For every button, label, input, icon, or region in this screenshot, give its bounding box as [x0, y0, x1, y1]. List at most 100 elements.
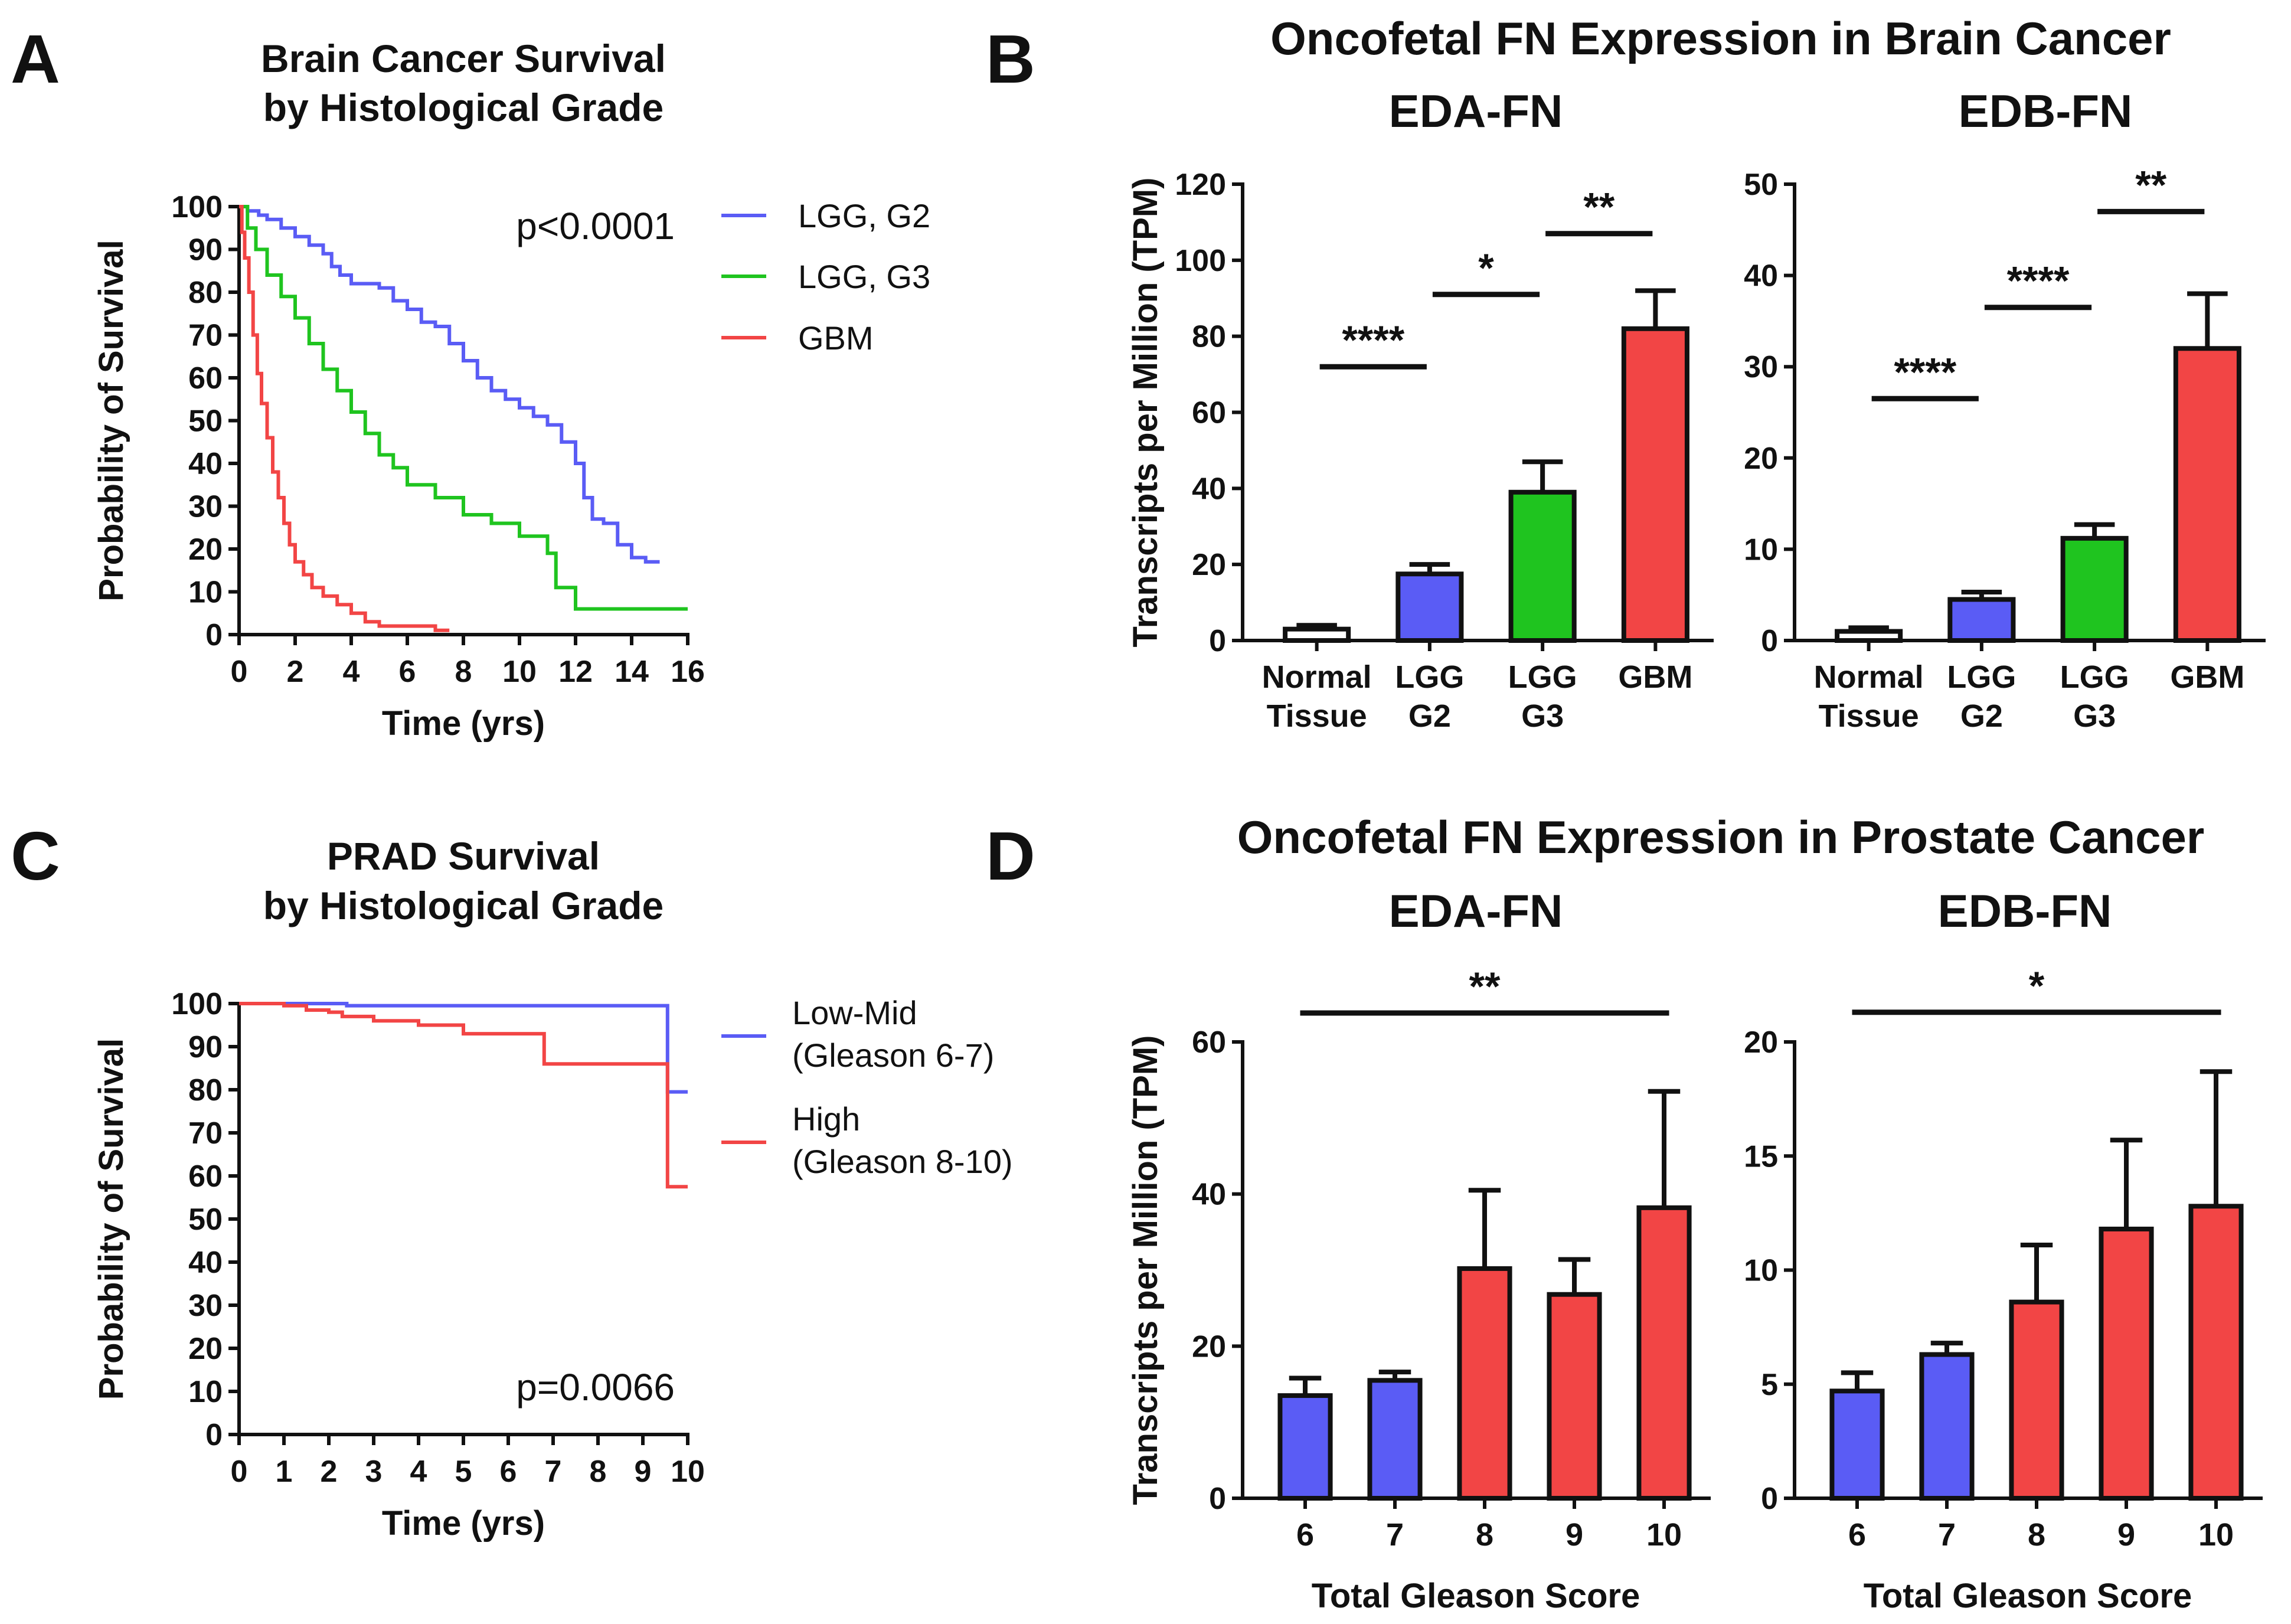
y-axis-label: Transcripts per Million (TPM) — [1126, 1035, 1165, 1505]
survival-curve-red — [239, 205, 450, 632]
y-axis-label: Transcripts per Million (TPM) — [1126, 178, 1165, 648]
bar — [1547, 1292, 1602, 1501]
survival-chart-brain: 0 10 20 30 40 50 60 70 80 90 100 0 2 4 6 8 10 12 14 16 Time … — [92, 190, 930, 743]
chart-subtitle: EDA-FN — [1389, 885, 1563, 937]
y-tick-label: 100 — [171, 190, 223, 224]
x-tick-label: 12 — [558, 655, 593, 689]
panel-letter-c: C — [11, 818, 60, 894]
bar — [1919, 1352, 1975, 1501]
p-value-annotation: p=0.0066 — [516, 1366, 675, 1409]
y-tick-label: 0 — [205, 1418, 223, 1452]
survival-curve-red — [239, 1002, 688, 1189]
panel-c-title-line-1: PRAD Survival — [327, 834, 600, 878]
panel-letter-d: D — [986, 818, 1035, 894]
y-tick-label: 30 — [1744, 350, 1778, 384]
y-tick-label: 50 — [1744, 168, 1778, 202]
legend-label: GBM — [798, 319, 874, 357]
bar — [1621, 326, 1689, 643]
x-tick-label: 7 — [1386, 1517, 1404, 1553]
y-tick-label: 0 — [205, 618, 223, 652]
y-tick-label: 100 — [171, 987, 223, 1021]
bar — [2009, 1299, 2064, 1501]
bar — [1367, 1378, 1423, 1501]
p-value-annotation: p<0.0001 — [516, 205, 675, 247]
x-tick-label: 6 — [399, 655, 416, 689]
x-tick-label: 1 — [276, 1455, 293, 1489]
panel-letter-a: A — [11, 21, 60, 97]
bar — [1947, 597, 2016, 643]
y-tick-label: 80 — [188, 1073, 223, 1107]
legend-label: Low-Mid — [792, 994, 917, 1031]
y-tick-label: 5 — [1761, 1368, 1778, 1402]
y-tick-label: 100 — [1175, 244, 1226, 278]
x-tick-label: 9 — [2117, 1517, 2135, 1553]
x-tick-label: 9 — [635, 1455, 652, 1489]
bar-chart-brain-edb: 01020304050EDB-FNNormalTissueLGGG2LGGG3G… — [1744, 85, 2266, 734]
x-tick-label: 14 — [615, 655, 649, 689]
y-tick-label: 20 — [188, 532, 223, 567]
x-tick-label: G3 — [1521, 698, 1564, 734]
bar — [2060, 535, 2129, 643]
significance-label: **** — [1342, 318, 1404, 362]
x-tick-label: 16 — [671, 655, 705, 689]
y-tick-label: 10 — [188, 576, 223, 610]
significance-label: * — [1478, 246, 1494, 290]
panel-letter-b: B — [986, 21, 1035, 97]
x-tick-label: 0 — [231, 655, 248, 689]
y-tick-label: 60 — [1192, 1025, 1226, 1060]
panel-d-title: Oncofetal FN Expression in Prostate Canc… — [1237, 811, 2204, 863]
y-tick-label: 20 — [188, 1332, 223, 1366]
x-tick-label: 10 — [671, 1455, 705, 1489]
y-tick-label: 15 — [1744, 1139, 1778, 1174]
legend-label: (Gleason 8-10) — [792, 1143, 1013, 1180]
x-tick-label: G2 — [1960, 698, 2003, 734]
y-tick-label: 0 — [1209, 1482, 1226, 1516]
y-tick-label: 0 — [1761, 624, 1778, 658]
x-tick-label: Normal — [1814, 659, 1924, 695]
x-axis-label: Time (yrs) — [382, 1504, 545, 1543]
x-tick-label: 8 — [2028, 1517, 2045, 1553]
x-tick-label: G3 — [2073, 698, 2116, 734]
bar — [2099, 1226, 2154, 1501]
x-tick-label: 8 — [590, 1455, 607, 1489]
y-tick-label: 40 — [188, 447, 223, 481]
x-tick-label: 5 — [455, 1455, 472, 1489]
x-tick-label: 4 — [343, 655, 360, 689]
survival-curve-green — [239, 205, 688, 611]
significance-label: **** — [2007, 259, 2070, 303]
bar — [1457, 1266, 1512, 1501]
x-tick-label: Tissue — [1819, 698, 1919, 734]
x-tick-label: Normal — [1262, 659, 1372, 695]
y-tick-label: 40 — [188, 1246, 223, 1280]
x-tick-label: 2 — [287, 655, 304, 689]
survival-curve-blue — [239, 1002, 688, 1094]
x-tick-label: LGG — [2060, 659, 2129, 695]
y-axis-label: Probability of Survival — [92, 240, 130, 601]
bar-chart-prostate-eda: 0 20 40 60 EDA-FN Transcripts per Million (TP… — [1126, 885, 1711, 1615]
y-tick-label: 20 — [1744, 1025, 1778, 1060]
x-tick-label: GBM — [2170, 659, 2244, 695]
x-tick-label: 7 — [1938, 1517, 1956, 1553]
x-tick-label: G2 — [1408, 698, 1451, 734]
y-tick-label: 120 — [1175, 168, 1226, 202]
x-tick-label: LGG — [1395, 659, 1464, 695]
bar — [1829, 1388, 1885, 1501]
x-tick-label: LGG — [1947, 659, 2016, 695]
bar — [1835, 629, 1903, 643]
chart-subtitle: EDB-FN — [1959, 85, 2133, 137]
y-tick-label: 40 — [1744, 259, 1778, 293]
bar-chart-prostate-edb: 0 5 10 15 20 EDB-FN Total Gleason Score 6 7 8 9 10 * — [1744, 885, 2263, 1615]
x-tick-label: 6 — [1296, 1517, 1314, 1553]
x-tick-label: 9 — [1566, 1517, 1583, 1553]
y-tick-label: 40 — [1192, 472, 1226, 506]
x-tick-label: 7 — [545, 1455, 562, 1489]
panel-a-title-line-1: Brain Cancer Survival — [261, 37, 666, 80]
y-tick-label: 30 — [188, 1289, 223, 1323]
y-tick-label: 50 — [188, 404, 223, 439]
y-tick-label: 20 — [1192, 548, 1226, 582]
bar — [2173, 346, 2241, 643]
survival-curve-blue — [239, 205, 660, 564]
y-tick-label: 70 — [188, 319, 223, 353]
